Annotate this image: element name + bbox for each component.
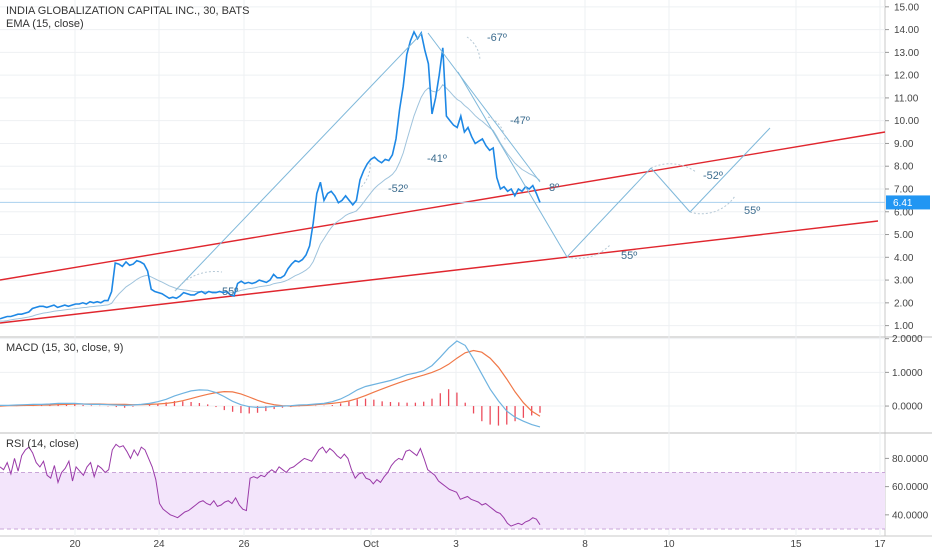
angle-arc <box>466 36 481 61</box>
macd-legend: MACD (15, 30, close, 9) <box>6 342 124 354</box>
macd-pane[interactable] <box>0 340 541 428</box>
angle-arc <box>650 163 697 173</box>
symbol-title: INDIA GLOBALIZATION CAPITAL INC., 30, BA… <box>6 5 250 17</box>
price-tick-label: 8.00 <box>894 162 914 173</box>
time-tick-label: 10 <box>663 539 675 550</box>
time-tick-label: 15 <box>790 539 802 550</box>
drawings[interactable]: -67º -47º -41º -52º 8º -52º 55º 55º 55º <box>174 32 771 298</box>
time-tick-label: 20 <box>69 539 81 550</box>
trend-channel-lower <box>0 220 879 324</box>
angle-label: 55º <box>222 286 238 298</box>
angle-label: 55º <box>744 205 760 217</box>
price-pane[interactable] <box>0 29 886 324</box>
angle-label: -52º <box>703 170 723 182</box>
price-tick-label: 2.00 <box>894 298 914 309</box>
rsi-line <box>0 443 541 527</box>
price-tick-label: 7.00 <box>894 184 914 195</box>
pattern-trendline <box>689 127 771 213</box>
time-tick-label: Oct <box>363 539 379 550</box>
price-tick-label: 5.00 <box>894 230 914 241</box>
angle-label: -41º <box>427 153 447 165</box>
angle-arc <box>174 270 223 292</box>
angle-arc <box>359 162 371 189</box>
price-tick-label: 11.00 <box>894 93 919 104</box>
angle-arc <box>689 195 736 215</box>
current-price-tag-bg <box>886 195 930 210</box>
rsi-pane[interactable] <box>0 443 885 530</box>
price-tick-label: 12.00 <box>894 71 919 82</box>
macd-tick-label: 2.0000 <box>892 334 923 345</box>
angle-label: 8º <box>549 182 559 194</box>
price-tick-label: 1.00 <box>894 321 914 332</box>
macd-line <box>0 340 541 428</box>
pattern-trendline <box>427 32 541 183</box>
rsi-band-fill <box>0 472 885 529</box>
angle-arc <box>566 244 611 259</box>
pattern-trendline <box>566 167 652 258</box>
trend-channel-upper <box>0 131 886 281</box>
pattern-trendline <box>457 71 568 258</box>
rsi-tick-label: 40.0000 <box>892 510 929 521</box>
angle-label: -67º <box>487 32 507 44</box>
price-tick-label: 9.00 <box>894 139 914 150</box>
rsi-legend: RSI (14, close) <box>6 438 79 450</box>
angle-label: 55º <box>621 250 637 262</box>
rsi-tick-label: 60.0000 <box>892 482 929 493</box>
price-tick-label: 15.00 <box>894 2 919 13</box>
pattern-trendline <box>174 32 423 292</box>
price-line <box>0 29 541 320</box>
price-tick-label: 6.00 <box>894 207 914 218</box>
grid <box>0 0 885 536</box>
macd-tick-label: 1.0000 <box>892 368 923 379</box>
time-tick-label: 3 <box>453 539 459 550</box>
rsi-tick-label: 80.0000 <box>892 454 929 465</box>
time-tick-label: 24 <box>153 539 165 550</box>
current-price-tag: 6.41 <box>886 195 930 210</box>
price-tick-label: 14.00 <box>894 25 919 36</box>
price-tick-label: 4.00 <box>894 253 914 264</box>
ema-legend: EMA (15, close) <box>6 18 84 30</box>
macd-tick-label: 0.0000 <box>892 402 923 413</box>
angle-label: -52º <box>388 183 408 195</box>
time-tick-label: 17 <box>874 539 886 550</box>
price-tick-label: 3.00 <box>894 276 914 287</box>
angle-label: -47º <box>510 115 530 127</box>
time-tick-label: 8 <box>582 539 588 550</box>
current-price-tag-text: 6.41 <box>893 198 913 209</box>
price-tick-label: 13.00 <box>894 48 919 59</box>
time-tick-label: 26 <box>238 539 250 550</box>
ema-line <box>0 83 541 322</box>
pattern-trendline <box>650 167 691 213</box>
axes: 20 24 26 Oct 3 8 10 15 17 1.00 2.00 3.00 4.00 5.00 6.0… <box>69 2 930 550</box>
price-tick-label: 10.00 <box>894 116 919 127</box>
